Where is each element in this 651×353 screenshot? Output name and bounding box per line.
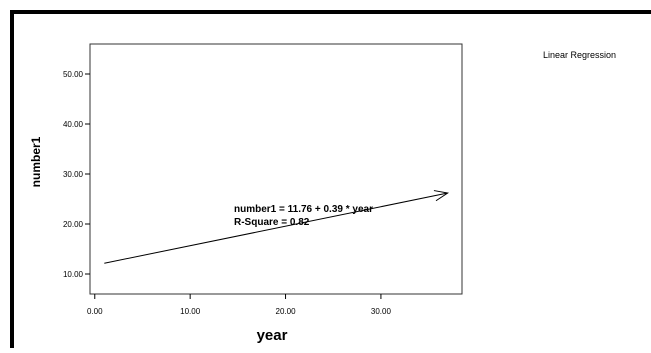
- y-tick-label: 10.00: [63, 270, 84, 279]
- y-axis-label: number1: [29, 136, 43, 187]
- y-axis-ticks: 10.00 20.00 30.00 40.00 50.00: [63, 70, 90, 279]
- x-tick-label: 20.00: [276, 307, 297, 316]
- y-tick-label: 50.00: [63, 70, 84, 79]
- x-tick-label: 30.00: [371, 307, 392, 316]
- x-axis-label: year: [257, 327, 288, 344]
- y-tick-label: 20.00: [63, 220, 84, 229]
- x-tick-label: 10.00: [180, 307, 201, 316]
- fit-line-group: [104, 190, 450, 264]
- fit-equation-label: number1 = 11.76 + 0.39 * year: [234, 204, 373, 215]
- legend-label: Linear Regression: [543, 50, 616, 60]
- regression-line-arrowhead: [433, 190, 450, 202]
- x-axis-ticks: 0.00 10.00 20.00 30.00: [87, 294, 391, 316]
- y-tick-label: 30.00: [63, 170, 84, 179]
- plot-area: [89, 43, 463, 295]
- y-tick-label: 40.00: [63, 120, 84, 129]
- fit-r-square-label: R-Square = 0.82: [234, 217, 310, 228]
- x-tick-label: 0.00: [87, 307, 103, 316]
- regression-line: [104, 192, 448, 264]
